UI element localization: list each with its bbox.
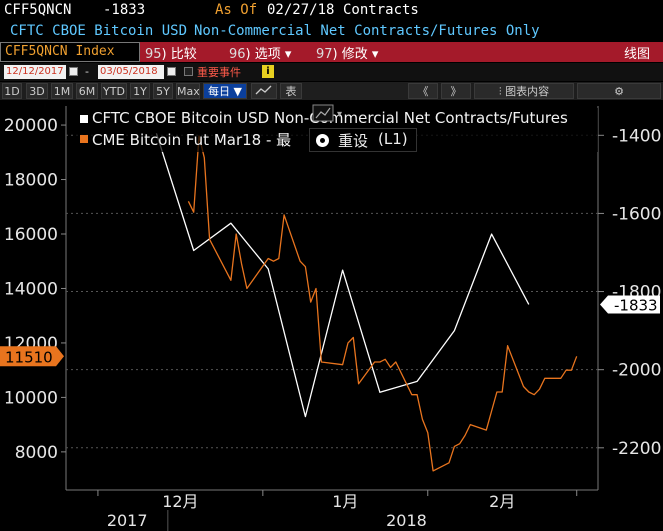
left-tick-label: 10000 bbox=[4, 388, 58, 408]
security-line-2: Non-Commercial Net Contracts/Futures Onl… bbox=[194, 23, 540, 39]
nav-back-button[interactable]: 《 bbox=[408, 83, 438, 99]
nav-forward-button[interactable]: 》 bbox=[441, 83, 471, 99]
left-tick-label: 18000 bbox=[4, 171, 58, 191]
current-value-tags: -1833 11510 bbox=[0, 295, 660, 367]
as-of-date: 02/27/18 bbox=[267, 2, 335, 18]
period-3d[interactable]: 3D bbox=[26, 83, 48, 99]
end-date-field[interactable]: 03/05/2018 bbox=[98, 65, 164, 79]
menu-bar: CFF5QNCN Index 95) 比较 96) 选项 ▾ 97) 修改 ▾ … bbox=[0, 42, 663, 62]
date-range-bar: 12/12/2017 - 03/05/2018 重要事件 i bbox=[0, 63, 663, 81]
legend-swatch-orange bbox=[80, 135, 88, 143]
start-date-field[interactable]: 12/12/2017 bbox=[4, 65, 66, 79]
period-ytd[interactable]: YTD bbox=[101, 83, 127, 99]
left-tick-label: 16000 bbox=[4, 225, 58, 245]
info-icon[interactable]: i bbox=[262, 65, 274, 78]
right-tick-label: -1400 bbox=[612, 126, 661, 146]
plot-frame bbox=[65, 106, 599, 491]
left-tick-label: 8000 bbox=[15, 443, 58, 463]
series-line-orange bbox=[187, 135, 578, 472]
toolbar: 1D 3D 1M 6M YTD 1Y 5Y Max 每日 ▼ 表 《 》 ⫶ 图… bbox=[0, 82, 663, 100]
left-tick-label: 20000 bbox=[4, 116, 58, 136]
menu-modify[interactable]: 97) 修改 ▾ bbox=[316, 47, 379, 62]
calendar-icon[interactable] bbox=[167, 67, 176, 76]
chart-content-icon: ⫶ bbox=[498, 85, 506, 98]
as-of-label: As Of bbox=[215, 2, 258, 18]
last-value: -1833 bbox=[103, 2, 146, 18]
header-bar: CFF5QNCN -1833 As Of 02/27/18 Contracts bbox=[0, 0, 663, 22]
reset-popup[interactable]: 重设 (L1) bbox=[309, 128, 417, 152]
chevron-down-icon: ▾ bbox=[284, 47, 292, 62]
right-tick-label: -2000 bbox=[612, 361, 661, 381]
period-6m[interactable]: 6M bbox=[76, 83, 98, 99]
legend-item-orange-series[interactable]: CME Bitcoin Fut Mar18 - 最 bbox=[92, 131, 292, 149]
chevron-down-icon: ▾ bbox=[371, 47, 379, 62]
period-5y[interactable]: 5Y bbox=[153, 83, 173, 99]
chart-type-label[interactable]: 线图 bbox=[624, 47, 651, 62]
menu-compare[interactable]: 95) 比较 bbox=[145, 47, 197, 62]
left-current-tag bbox=[0, 346, 64, 367]
x-tick-label: 12月 bbox=[162, 492, 198, 511]
svg-text:▾: ▾ bbox=[337, 109, 342, 120]
security-description: CFTC CBOE Bitcoin USD Non-Commercial Net… bbox=[0, 22, 663, 41]
legend-menu-toggle[interactable]: ▾ bbox=[312, 103, 346, 127]
reset-label: 重设 bbox=[338, 132, 369, 150]
right-current-label: -1833 bbox=[614, 296, 658, 314]
line-chart-icon[interactable] bbox=[251, 83, 277, 99]
date-separator: - bbox=[85, 65, 89, 78]
x-tick-label: 1月 bbox=[332, 492, 358, 511]
right-tick-label: -2200 bbox=[612, 439, 661, 459]
right-axis-ticks: -1400-1600-1800-2000-2200 bbox=[598, 126, 661, 459]
chart-content-button[interactable]: ⫶ 图表内容 bbox=[474, 83, 574, 99]
ticker-label: CFF5QNCN bbox=[4, 2, 72, 18]
menu-options[interactable]: 96) 选项 ▾ bbox=[229, 47, 292, 62]
gear-icon: ⚙ bbox=[614, 85, 624, 98]
units-label: Contracts bbox=[343, 2, 419, 18]
series-line-white bbox=[155, 133, 530, 418]
events-checkbox[interactable] bbox=[184, 67, 193, 76]
frequency-select[interactable]: 每日 ▼ bbox=[203, 83, 247, 99]
series-layer bbox=[155, 133, 578, 472]
reset-suffix: (L1) bbox=[378, 130, 408, 148]
legend-swatch-white bbox=[80, 115, 88, 123]
left-current-label: 11510 bbox=[5, 348, 53, 366]
right-current-tag bbox=[600, 295, 660, 314]
table-button[interactable]: 表 bbox=[280, 83, 302, 99]
chevron-down-icon: ▼ bbox=[233, 85, 242, 98]
security-line-1: CFTC CBOE Bitcoin USD bbox=[10, 23, 188, 39]
calendar-icon[interactable] bbox=[69, 67, 78, 76]
year-label: 2017 bbox=[107, 511, 148, 530]
right-tick-label: -1600 bbox=[612, 204, 661, 224]
x-tick-label: 2月 bbox=[489, 492, 515, 511]
period-1m[interactable]: 1M bbox=[51, 83, 73, 99]
settings-button[interactable]: ⚙ bbox=[577, 83, 661, 99]
radio-icon[interactable] bbox=[316, 134, 329, 147]
year-label: 2018 bbox=[386, 511, 427, 530]
events-label[interactable]: 重要事件 bbox=[197, 66, 241, 79]
left-tick-label: 14000 bbox=[4, 279, 58, 299]
period-1y[interactable]: 1Y bbox=[130, 83, 150, 99]
period-max[interactable]: Max bbox=[176, 83, 200, 99]
ticker-field[interactable]: CFF5QNCN Index bbox=[0, 42, 140, 62]
period-1d[interactable]: 1D bbox=[2, 83, 22, 99]
x-axis-ticks: 12月 1月 2月 2017 2018 bbox=[97, 490, 578, 531]
